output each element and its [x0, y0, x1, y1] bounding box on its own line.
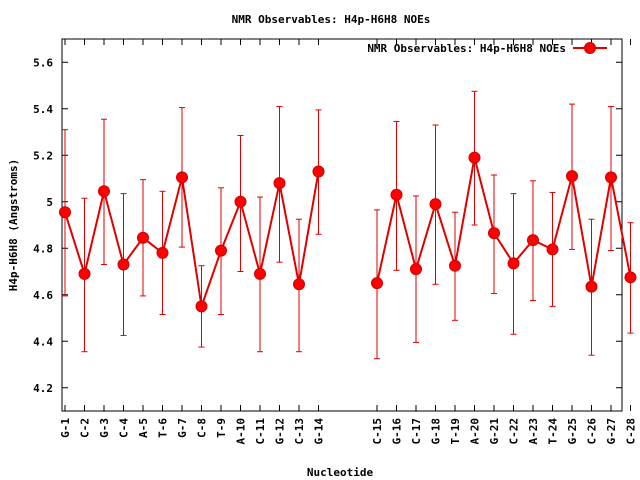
- y-tick-label: 5: [46, 196, 53, 209]
- x-tick-label: T-9: [215, 418, 228, 438]
- x-tick-label: A-5: [137, 418, 150, 438]
- x-tick-label: G-18: [430, 418, 443, 445]
- data-point: [429, 198, 442, 211]
- data-point: [293, 278, 305, 291]
- x-tick-label: G-16: [391, 418, 404, 445]
- data-point: [449, 259, 461, 272]
- data-point: [624, 271, 637, 284]
- legend-label: NMR Observables: H4p-H6H8 NOEs: [367, 42, 566, 55]
- data-point: [546, 243, 559, 256]
- x-tick-label: G-25: [566, 418, 579, 445]
- data-point: [254, 267, 266, 280]
- data-point: [273, 177, 286, 190]
- series-lines: [64, 157, 632, 307]
- x-tick-label: C-15: [371, 418, 384, 445]
- error-bars: [62, 90, 634, 360]
- data-point: [488, 227, 500, 240]
- data-point: [312, 165, 325, 178]
- chart-title: NMR Observables: H4p-H6H8 NOEs: [232, 13, 431, 26]
- x-tick-label: G-3: [98, 418, 111, 438]
- x-tick-label: G-27: [605, 418, 618, 445]
- y-axis-label: H4p-H6H8 (Angstroms): [7, 159, 20, 291]
- x-axis: G-1 C-2 G-3 C-4 A-5 T-6 G-7 C-8 T-9 A-10 C-11 G-12 C…: [59, 39, 638, 445]
- data-point: [605, 171, 617, 184]
- data-point: [468, 151, 481, 164]
- data-point: [59, 206, 71, 219]
- x-tick-label: C-8: [196, 418, 209, 438]
- x-tick-label: T-24: [547, 418, 560, 445]
- legend: NMR Observables: H4p-H6H8 NOEs: [367, 42, 607, 55]
- x-tick-label: C-4: [118, 418, 131, 438]
- plot-frame: [61, 38, 623, 412]
- data-point: [234, 195, 247, 208]
- y-axis: 4.2 4.4 4.6 4.8 5 5.2 5.4 5.6: [33, 56, 622, 395]
- data-point: [195, 300, 208, 313]
- x-tick-label: C-13: [293, 418, 306, 445]
- x-tick-label: A-20: [469, 418, 482, 445]
- data-point: [117, 258, 130, 271]
- data-point: [371, 277, 383, 290]
- y-tick-label: 4.8: [33, 242, 53, 255]
- data-point: [410, 263, 422, 276]
- data-point: [585, 280, 598, 293]
- x-tick-label: A-10: [235, 418, 248, 445]
- x-tick-label: A-23: [527, 418, 540, 445]
- x-tick-label: T-19: [449, 418, 462, 445]
- y-tick-label: 5.2: [33, 149, 53, 162]
- x-tick-label: C-11: [254, 418, 267, 445]
- data-point: [507, 257, 520, 270]
- data-point: [390, 188, 403, 201]
- y-tick-label: 4.2: [33, 382, 53, 395]
- y-tick-label: 5.6: [33, 56, 53, 69]
- data-point: [176, 171, 188, 184]
- x-tick-label: C-22: [508, 418, 521, 445]
- x-tick-label: T-6: [157, 418, 170, 438]
- x-tick-label: C-28: [625, 418, 638, 445]
- data-point: [98, 185, 110, 198]
- x-tick-label: C-26: [586, 418, 599, 445]
- y-tick-label: 4.6: [33, 289, 53, 302]
- x-tick-label: G-12: [274, 418, 287, 445]
- data-point: [156, 246, 169, 259]
- x-tick-label: G-1: [59, 418, 72, 438]
- x-tick-label: G-14: [313, 418, 326, 445]
- series-points: [59, 151, 637, 313]
- x-tick-label: G-21: [488, 418, 501, 445]
- y-tick-label: 5.4: [33, 103, 53, 116]
- legend-marker: [584, 42, 596, 54]
- data-point: [137, 231, 149, 244]
- x-tick-label: C-17: [410, 418, 423, 445]
- plot-area: 4.2 4.4 4.6 4.8 5 5.2 5.4 5.6 G-1 C-2 G-3 C-4 A-5 T-…: [33, 38, 638, 445]
- x-tick-label: G-7: [176, 418, 189, 438]
- data-point: [215, 244, 227, 257]
- x-tick-label: C-2: [79, 418, 92, 438]
- x-axis-label: Nucleotide: [307, 466, 374, 479]
- series-line: [64, 171, 320, 307]
- data-point: [527, 234, 539, 247]
- data-point: [566, 170, 578, 183]
- series-line: [376, 157, 632, 287]
- data-point: [78, 267, 91, 280]
- y-tick-label: 4.4: [33, 335, 53, 348]
